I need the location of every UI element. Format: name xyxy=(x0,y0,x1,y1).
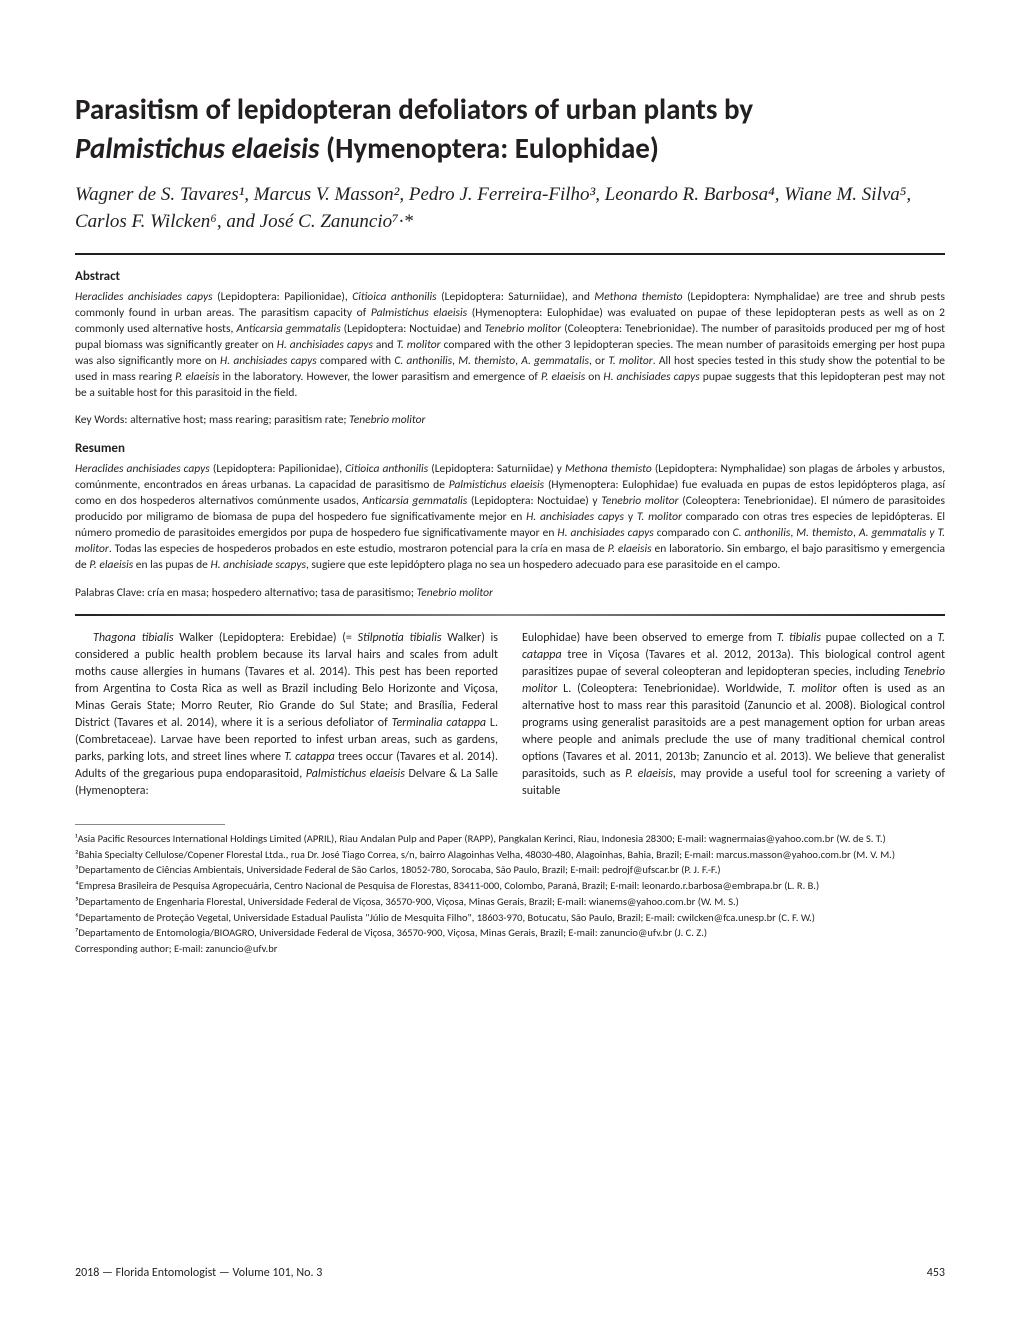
keywords-text: alternative host; mass rearing; parasiti… xyxy=(130,413,349,427)
author-list: Wagner de S. Tavares¹, Marcus V. Masson²… xyxy=(75,182,945,235)
resumen-heading: Resumen xyxy=(75,441,945,456)
abstract-text: Heraclides anchisiades capys (Lepidopter… xyxy=(75,290,945,401)
article-title: Parasitism of lepidopteran defoliators o… xyxy=(75,90,945,168)
page-footer: 2018 — Florida Entomologist — Volume 101… xyxy=(75,1266,945,1280)
affiliation-line: ⁷Departamento de Entomologia/BIOAGRO, Un… xyxy=(75,925,945,941)
rule-top xyxy=(75,253,945,255)
body-col-right: Eulophidae) have been observed to emerge… xyxy=(522,630,945,800)
palabras-italic: Tenebrio molitor xyxy=(417,586,493,600)
footnote-rule xyxy=(75,824,225,825)
affiliation-line: ³Departamento de Ciências Ambientais, Un… xyxy=(75,862,945,878)
affiliation-line: ⁴Empresa Brasileira de Pesquisa Agropecu… xyxy=(75,878,945,894)
palabras-text: cría en masa; hospedero alternativo; tas… xyxy=(147,586,416,600)
palabras-label: Palabras Clave: xyxy=(75,586,147,600)
footer-page-number: 453 xyxy=(927,1266,945,1280)
title-species: Palmistichus elaeisis xyxy=(75,130,320,166)
affiliations: ¹Asia Pacific Resources International Ho… xyxy=(75,831,945,957)
affiliation-line: ⁵Departamento de Engenharia Florestal, U… xyxy=(75,894,945,910)
rule-mid xyxy=(75,614,945,616)
body-columns: Thagona tibialis Walker (Lepidoptera: Er… xyxy=(75,630,945,800)
palabras-clave: Palabras Clave: cría en masa; hospedero … xyxy=(75,586,945,600)
abstract-heading: Abstract xyxy=(75,269,945,284)
affiliation-line: ¹Asia Pacific Resources International Ho… xyxy=(75,831,945,847)
affiliation-line: ²Bahia Specialty Cellulose/Copener Flore… xyxy=(75,847,945,863)
title-line1: Parasitism of lepidopteran defoliators o… xyxy=(75,91,753,127)
affiliation-line: ⁶Departamento de Proteção Vegetal, Unive… xyxy=(75,910,945,926)
keywords: Key Words: alternative host; mass rearin… xyxy=(75,413,945,427)
affiliation-line: Corresponding author; E-mail: zanuncio@u… xyxy=(75,941,945,957)
keywords-italic: Tenebrio molitor xyxy=(349,413,425,427)
body-col-left: Thagona tibialis Walker (Lepidoptera: Er… xyxy=(75,630,498,800)
resumen-text: Heraclides anchisiades capys (Lepidopter… xyxy=(75,462,945,573)
title-rest: (Hymenoptera: Eulophidae) xyxy=(320,130,659,166)
keywords-label: Key Words: xyxy=(75,413,130,427)
footer-journal: 2018 — Florida Entomologist — Volume 101… xyxy=(75,1266,322,1280)
